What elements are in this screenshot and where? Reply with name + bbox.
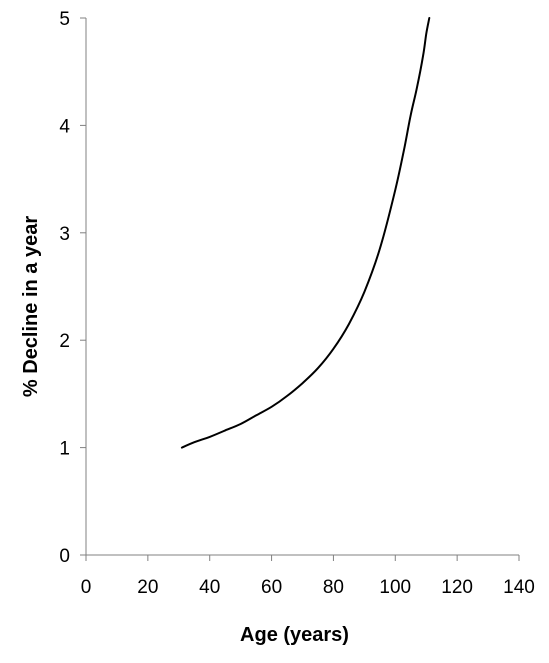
y-tick-label: 2 xyxy=(59,331,70,352)
x-axis-title: Age (years) xyxy=(240,624,349,646)
series-group xyxy=(180,17,431,449)
y-tick-label: 5 xyxy=(59,9,70,30)
series-line xyxy=(180,17,431,449)
y-axis-title: % Decline in a year xyxy=(20,216,42,397)
x-tick-label: 40 xyxy=(199,577,220,598)
x-ticks: 0 20 40 60 80 100 120 140 xyxy=(81,555,535,598)
y-tick-label: 4 xyxy=(59,116,70,137)
axes xyxy=(85,18,519,556)
y-tick-label: 0 xyxy=(59,546,70,567)
x-tick-label: 20 xyxy=(137,577,158,598)
x-tick-label: 80 xyxy=(323,577,344,598)
x-tick-label: 100 xyxy=(379,577,411,598)
x-tick-label: 120 xyxy=(441,577,473,598)
x-tick-label: 0 xyxy=(81,577,92,598)
y-ticks: 0 1 2 3 4 5 xyxy=(59,9,86,567)
x-tick-label: 140 xyxy=(503,577,535,598)
y-tick-label: 3 xyxy=(59,224,70,245)
y-tick-label: 1 xyxy=(59,439,70,460)
x-tick-label: 60 xyxy=(261,577,282,598)
